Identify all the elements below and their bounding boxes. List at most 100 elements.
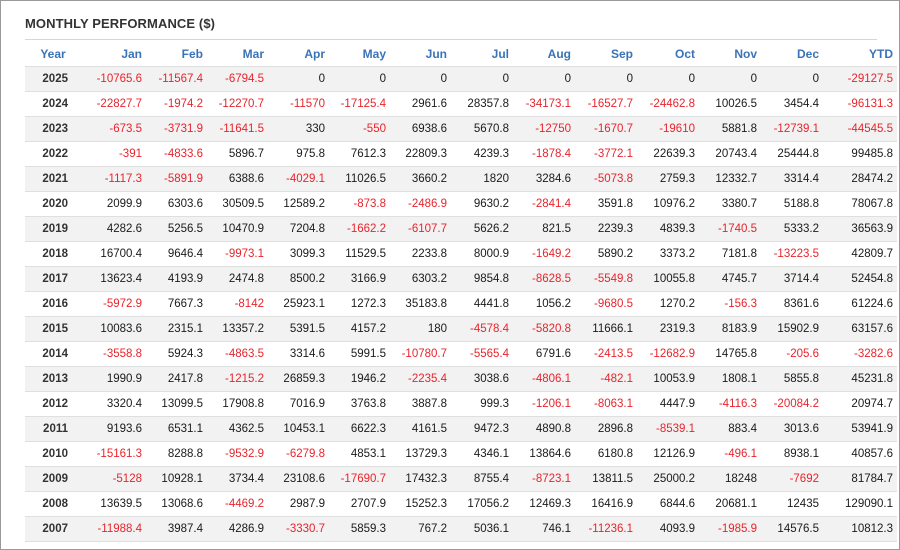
value-cell-feb: 6303.6 — [146, 191, 207, 217]
value-cell-nov: 883.4 — [699, 416, 761, 442]
value-cell-may: -873.8 — [329, 191, 390, 217]
value-cell-sep: 13811.5 — [575, 466, 637, 492]
value-cell-jan: 4282.6 — [81, 216, 146, 242]
value-cell-oct: 4447.9 — [637, 391, 699, 417]
table-row: 2013 1990.9 2417.8 -1215.2 26859.3 1946.2 -223… — [25, 366, 897, 392]
value-cell-may: -17125.4 — [329, 91, 390, 117]
value-cell-jan: 2099.9 — [81, 191, 146, 217]
value-cell-feb: -5891.9 — [146, 166, 207, 192]
value-cell-oct: -19610 — [637, 116, 699, 142]
value-cell-sep: -1670.7 — [575, 116, 637, 142]
value-cell-mar: -11641.5 — [207, 116, 268, 142]
value-cell-aug: -1649.2 — [513, 241, 575, 267]
value-cell-feb: 9646.4 — [146, 241, 207, 267]
value-cell-ytd: -29127.5 — [823, 66, 897, 92]
value-cell-apr: 330 — [268, 116, 329, 142]
value-cell-sep: -482.1 — [575, 366, 637, 392]
value-cell-jan: -10765.6 — [81, 66, 146, 92]
value-cell-apr: -4029.1 — [268, 166, 329, 192]
year-cell: 2011 — [25, 416, 81, 442]
value-cell-dec: 8361.6 — [761, 291, 823, 317]
value-cell-jun: 13729.3 — [390, 441, 451, 467]
value-cell-jun: 6938.6 — [390, 116, 451, 142]
year-cell: 2019 — [25, 216, 81, 242]
value-cell-nov: -496.1 — [699, 441, 761, 467]
value-cell-ytd: 78067.8 — [823, 191, 897, 217]
value-cell-aug: -8628.5 — [513, 266, 575, 292]
value-cell-jun: 3887.8 — [390, 391, 451, 417]
value-cell-sep: 3591.8 — [575, 191, 637, 217]
table-row: 2008 13639.5 13068.6 -4469.2 2987.9 2707.9 152… — [25, 491, 897, 517]
value-cell-oct: -24462.8 — [637, 91, 699, 117]
year-cell: 2007 — [25, 516, 81, 542]
value-cell-jun: -10780.7 — [390, 341, 451, 367]
value-cell-oct: 3373.2 — [637, 241, 699, 267]
value-cell-jul: 17056.2 — [451, 491, 513, 517]
column-header-mar: Mar — [242, 46, 264, 61]
value-cell-mar: 6388.6 — [207, 166, 268, 192]
column-header-apr: Apr — [304, 46, 325, 61]
value-cell-jun: -2486.9 — [390, 191, 451, 217]
value-cell-ytd: -3282.6 — [823, 341, 897, 367]
value-cell-feb: 13099.5 — [146, 391, 207, 417]
value-cell-jul: 28357.8 — [451, 91, 513, 117]
value-cell-nov: 14765.8 — [699, 341, 761, 367]
value-cell-may: 6622.3 — [329, 416, 390, 442]
value-cell-aug: -2841.4 — [513, 191, 575, 217]
value-cell-jun: -2235.4 — [390, 366, 451, 392]
year-cell: 2008 — [25, 491, 81, 517]
year-cell: 2023 — [25, 116, 81, 142]
value-cell-sep: 5890.2 — [575, 241, 637, 267]
value-cell-apr: 25923.1 — [268, 291, 329, 317]
value-cell-nov: 5881.8 — [699, 116, 761, 142]
value-cell-mar: 17908.8 — [207, 391, 268, 417]
value-cell-feb: 2315.1 — [146, 316, 207, 342]
value-cell-jul: 4441.8 — [451, 291, 513, 317]
table-row: 2015 10083.6 2315.1 13357.2 5391.5 4157.2 180-… — [25, 316, 897, 342]
value-cell-sep: 0 — [575, 66, 637, 92]
year-cell: 2020 — [25, 191, 81, 217]
year-cell: 2022 — [25, 141, 81, 167]
value-cell-jul: -5565.4 — [451, 341, 513, 367]
value-cell-feb: 5924.3 — [146, 341, 207, 367]
value-cell-jan: 9193.6 — [81, 416, 146, 442]
value-cell-sep: -5073.8 — [575, 166, 637, 192]
value-cell-ytd: 36563.9 — [823, 216, 897, 242]
value-cell-nov: -156.3 — [699, 291, 761, 317]
value-cell-sep: 6180.8 — [575, 441, 637, 467]
value-cell-ytd: -44545.5 — [823, 116, 897, 142]
column-header-oct: Oct — [674, 46, 695, 61]
value-cell-feb: -11567.4 — [146, 66, 207, 92]
value-cell-may: 4157.2 — [329, 316, 390, 342]
value-cell-ytd: 40857.6 — [823, 441, 897, 467]
value-cell-ytd: 10812.3 — [823, 516, 897, 542]
value-cell-may: 1272.3 — [329, 291, 390, 317]
value-cell-apr: 3099.3 — [268, 241, 329, 267]
value-cell-jan: -5972.9 — [81, 291, 146, 317]
table-row: 2007 -11988.4 3987.4 4286.9 -3330.7 5859.3 767… — [25, 516, 897, 542]
value-cell-jan: 3320.4 — [81, 391, 146, 417]
year-cell: 2009 — [25, 466, 81, 492]
value-cell-dec: -205.6 — [761, 341, 823, 367]
value-cell-aug: -4806.1 — [513, 366, 575, 392]
value-cell-apr: 3314.6 — [268, 341, 329, 367]
table-row: 2022 -391 -4833.6 5896.7 975.8 7612.3 22809.3 4… — [25, 141, 897, 167]
table-row: 2017 13623.4 4193.9 2474.8 8500.2 3166.9 6303.… — [25, 266, 897, 292]
value-cell-aug: -1206.1 — [513, 391, 575, 417]
value-cell-mar: 2474.8 — [207, 266, 268, 292]
value-cell-jul: 4239.3 — [451, 141, 513, 167]
value-cell-mar: -4469.2 — [207, 491, 268, 517]
value-cell-aug: 746.1 — [513, 516, 575, 542]
value-cell-oct: 10055.8 — [637, 266, 699, 292]
value-cell-nov: 20681.1 — [699, 491, 761, 517]
column-header-aug: Aug — [547, 46, 571, 61]
value-cell-aug: -12750 — [513, 116, 575, 142]
value-cell-feb: -4833.6 — [146, 141, 207, 167]
value-cell-mar: -9973.1 — [207, 241, 268, 267]
value-cell-dec: 3013.6 — [761, 416, 823, 442]
value-cell-dec: 5333.2 — [761, 216, 823, 242]
value-cell-jul: 9630.2 — [451, 191, 513, 217]
value-cell-ytd: -96131.3 — [823, 91, 897, 117]
panel-title: MONTHLY PERFORMANCE ($) — [25, 16, 216, 31]
value-cell-jun: 0 — [390, 66, 451, 92]
